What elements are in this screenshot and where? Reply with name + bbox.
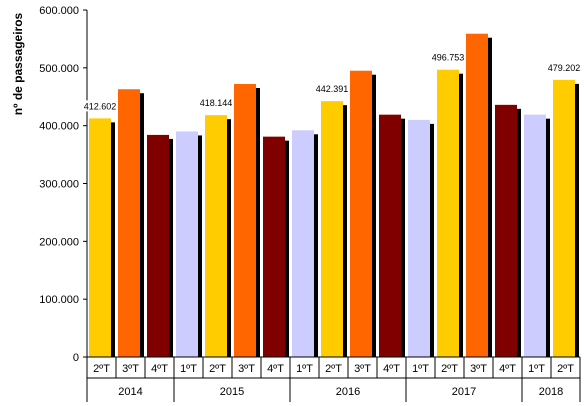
data-label-bg — [546, 61, 582, 73]
x-axis: 2ºT 3ºT 4ºT 1ºT 2ºT 3ºT 4ºT 1ºT 2ºT 3ºT 4ºT 1ºT 2ºT 3… — [86, 356, 581, 402]
y-axis-label: nº de passageiros — [11, 12, 25, 115]
x-tick-label: 2ºT — [557, 363, 574, 375]
x-tick-label: 1ºT — [296, 363, 313, 375]
year-label: 2016 — [336, 386, 360, 398]
y-tick-label: 100.000 — [39, 294, 79, 306]
data-labels-group: 412.602 418.144 442.391 496.753 479.202 — [82, 51, 582, 112]
bar — [379, 114, 401, 357]
data-label-bg — [430, 51, 466, 63]
data-label: 412.602 — [84, 101, 117, 111]
bar — [524, 114, 546, 357]
year-label: 2015 — [220, 386, 244, 398]
y-tick-label: 0 — [73, 352, 79, 364]
x-tick-label: 3ºT — [238, 363, 255, 375]
data-label-bg — [82, 100, 118, 112]
bar — [321, 101, 343, 357]
y-tick-label: 600.000 — [39, 5, 79, 17]
bar — [495, 104, 517, 357]
x-tick-label: 4ºT — [267, 363, 284, 375]
bar — [292, 130, 314, 357]
bar — [118, 89, 140, 358]
data-label-bg — [198, 97, 234, 109]
x-tick-label: 2ºT — [325, 363, 342, 375]
x-tick-label: 1ºT — [412, 363, 429, 375]
x-tick-label: 4ºT — [383, 363, 400, 375]
x-tick-label: 1ºT — [180, 363, 197, 375]
year-label: 2017 — [452, 386, 476, 398]
y-axis: 0 100.000 200.000 300.000 400.000 500.000 600.… — [39, 5, 88, 364]
bar — [466, 33, 488, 357]
y-tick-label: 500.000 — [39, 63, 79, 75]
year-label: 2014 — [118, 386, 142, 398]
x-tick-label: 4ºT — [499, 363, 516, 375]
data-label: 496.753 — [432, 53, 465, 63]
bars-group — [89, 33, 579, 358]
data-label: 442.391 — [316, 84, 349, 94]
bar — [263, 136, 285, 357]
bar — [176, 131, 198, 357]
x-tick-label: 2ºT — [441, 363, 458, 375]
bar — [147, 134, 169, 357]
bar — [234, 84, 256, 357]
y-tick-label: 300.000 — [39, 179, 79, 191]
bar — [205, 115, 227, 357]
y-tick-label: 200.000 — [39, 236, 79, 248]
year-label: 2018 — [539, 386, 563, 398]
data-label-bg — [314, 83, 350, 95]
data-label: 479.202 — [548, 63, 581, 73]
x-tick-label: 3ºT — [470, 363, 487, 375]
x-tick-label: 3ºT — [354, 363, 371, 375]
bar — [89, 118, 111, 357]
x-tick-label: 2ºT — [93, 363, 110, 375]
bar — [437, 69, 459, 357]
x-tick-label: 2ºT — [209, 363, 226, 375]
x-tick-label: 3ºT — [122, 363, 139, 375]
x-tick-label: 4ºT — [151, 363, 168, 375]
bar — [553, 79, 575, 357]
bar — [350, 70, 372, 357]
bar — [408, 119, 430, 357]
data-label: 418.144 — [200, 98, 233, 108]
y-tick-label: 400.000 — [39, 121, 79, 133]
x-tick-label: 1ºT — [528, 363, 545, 375]
